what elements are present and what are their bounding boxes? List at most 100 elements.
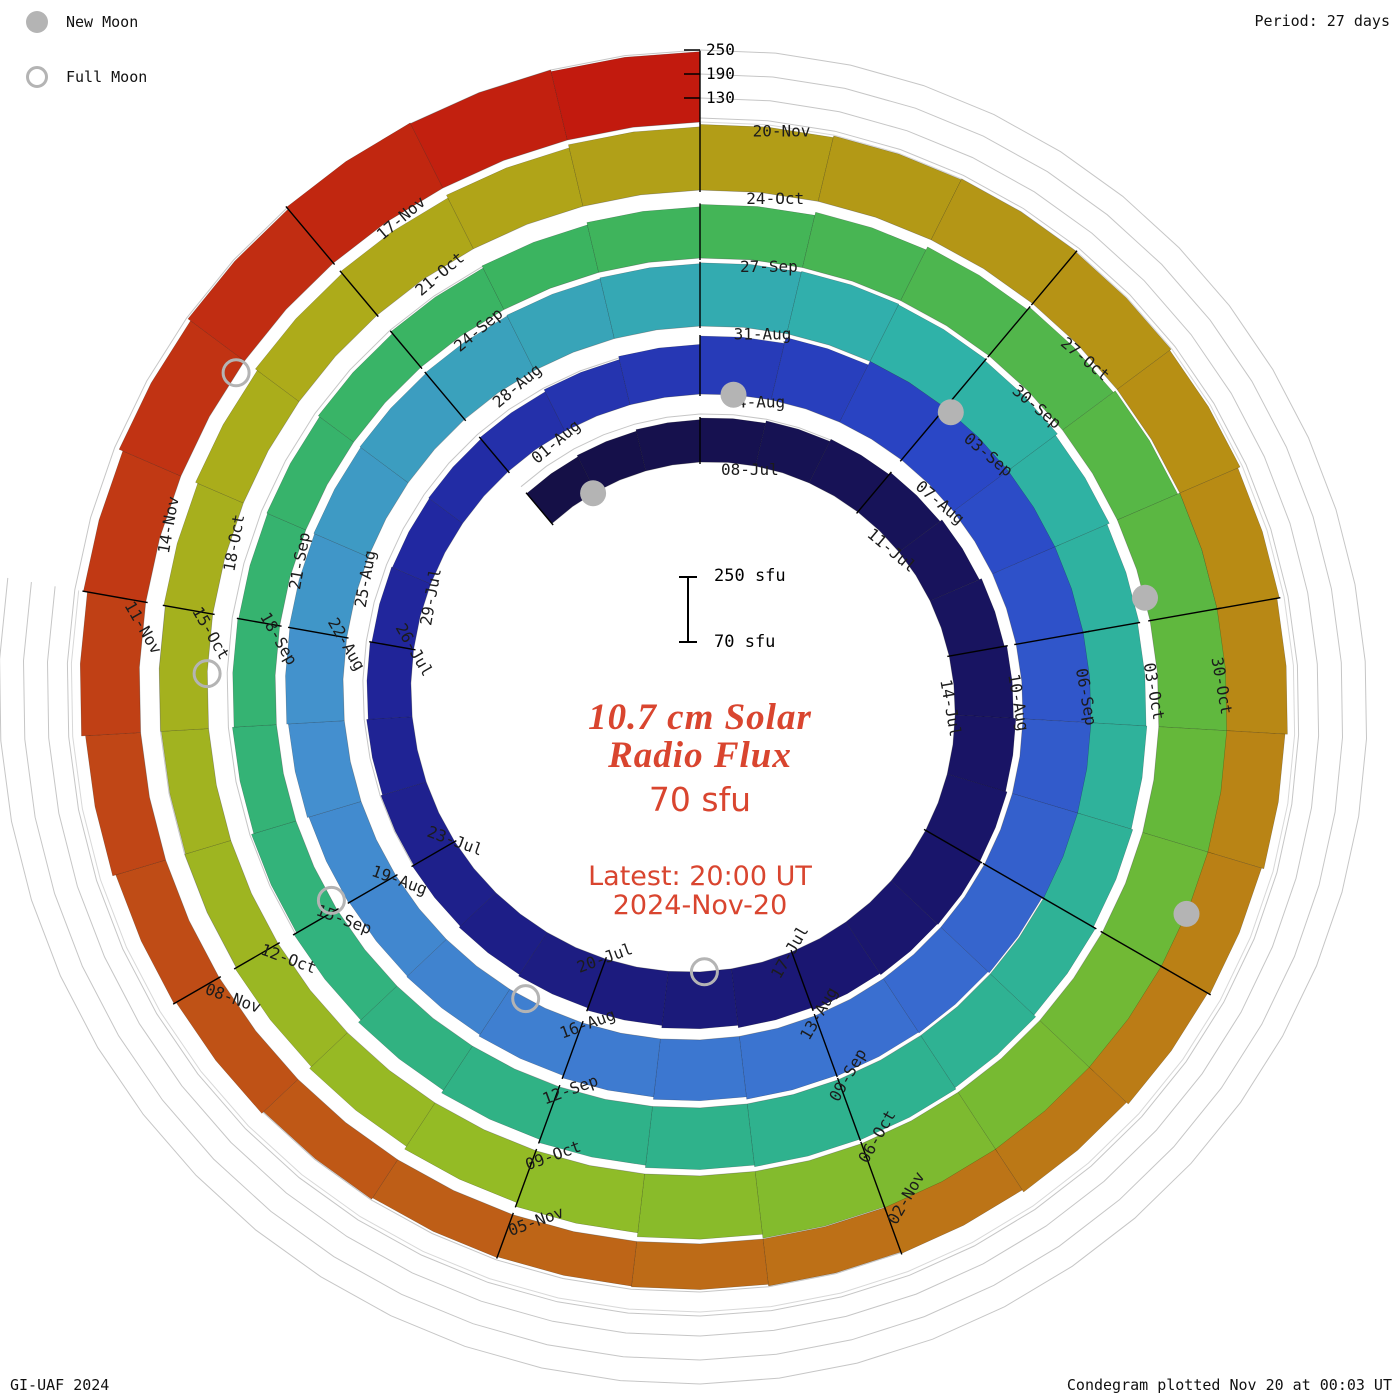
three-day-tick — [496, 1212, 514, 1259]
three-day-tick — [347, 874, 398, 904]
three-day-tick — [525, 492, 554, 526]
flux-day-bar — [635, 419, 701, 472]
current-flux-value: 70 sfu — [648, 780, 752, 819]
three-day-tick — [790, 949, 814, 1012]
three-day-tick — [947, 645, 1008, 658]
flux-day-bar — [920, 973, 1037, 1089]
flux-day-bar — [586, 206, 701, 273]
flux-day-bar — [618, 344, 701, 405]
flux-day-bar — [550, 51, 701, 141]
three-day-tick — [172, 976, 222, 1005]
chart-title-line2: Radio Flux — [608, 735, 792, 776]
three-day-tick — [285, 206, 336, 265]
latest-date: 2024-Nov-20 — [612, 890, 788, 921]
flux-day-bar — [366, 716, 427, 796]
flux-scale-bar — [687, 577, 689, 643]
new-moon-marker — [580, 480, 607, 507]
flux-day-bar — [576, 430, 646, 493]
flux-day-bar — [263, 1079, 398, 1200]
latest-time: Latest: 20:00 UT — [588, 861, 812, 892]
flux-grid-value-label: 250 — [706, 40, 735, 59]
flux-day-bar — [883, 926, 989, 1034]
flux-day-bar — [406, 939, 511, 1036]
credit-label: GI-UAF 2024 — [10, 1376, 110, 1394]
three-day-tick — [411, 840, 457, 868]
three-day-tick — [478, 436, 510, 474]
flux-day-bar — [1116, 349, 1241, 494]
plotted-timestamp-label: Condegram plotted Nov 20 at 00:03 UT — [1066, 1376, 1392, 1394]
three-day-tick — [1041, 896, 1097, 930]
flux-day-bar — [947, 714, 1017, 792]
flux-day-bar — [358, 985, 473, 1091]
date-tick-label: 31-Aug — [734, 325, 792, 344]
date-tick-label: 20-Nov — [753, 121, 811, 140]
flux-day-bar — [786, 271, 900, 362]
flux-scale-tick-bottom — [679, 641, 697, 643]
three-day-tick — [1014, 630, 1090, 646]
flux-scale-max-label: 250 sfu — [714, 566, 786, 586]
three-day-tick — [162, 604, 215, 616]
new-moon-icon — [26, 11, 48, 33]
date-tick-label: 24-Oct — [746, 189, 804, 208]
three-day-tick — [514, 1148, 538, 1208]
latest-reading: Latest: 20:00 UT 2024-Nov-20 — [0, 862, 1400, 920]
new-moon-marker — [720, 381, 747, 408]
flux-day-bar — [1007, 434, 1110, 548]
full-moon-marker — [192, 659, 222, 689]
three-day-tick — [233, 942, 281, 970]
flux-day-bar — [1207, 730, 1286, 870]
three-day-tick — [287, 626, 349, 639]
legend-new-moon-label: New Moon — [66, 13, 139, 31]
three-day-tick — [424, 371, 467, 422]
three-day-tick — [1081, 621, 1141, 634]
three-day-tick — [883, 1205, 903, 1255]
three-day-tick — [923, 828, 983, 864]
flux-grid-value-label: 190 — [706, 64, 735, 83]
new-moon-marker — [1132, 584, 1158, 611]
date-tick-label: 27-Sep — [740, 257, 798, 276]
flux-bars — [79, 51, 1288, 1290]
flux-day-bar — [995, 1066, 1127, 1193]
flux-day-bar — [410, 69, 568, 189]
flux-grid-value-label: 130 — [706, 88, 735, 107]
flux-scale-tick-top — [679, 576, 697, 578]
three-day-tick — [561, 1020, 584, 1080]
three-day-tick — [389, 330, 423, 370]
flux-day-bar — [232, 724, 297, 834]
full-moon-icon — [26, 66, 48, 88]
three-day-tick — [987, 305, 1031, 358]
legend-full-moon-label: Full Moon — [66, 68, 148, 86]
flux-day-bar — [309, 1032, 436, 1147]
new-moon-marker — [1173, 900, 1200, 927]
three-day-tick — [586, 957, 608, 1012]
flux-day-bar — [313, 446, 409, 558]
three-day-tick — [339, 270, 379, 318]
legend-new-moon: New Moon — [26, 10, 147, 34]
three-day-tick — [813, 1013, 838, 1078]
three-day-tick — [860, 1141, 887, 1212]
three-day-tick — [1148, 607, 1222, 622]
three-day-tick — [1159, 964, 1212, 996]
flux-day-bar — [458, 892, 548, 975]
flux-day-bar — [653, 1036, 747, 1102]
three-day-tick — [82, 590, 148, 604]
flux-day-bar — [770, 337, 869, 423]
three-day-tick — [537, 1084, 561, 1144]
flux-day-bar — [845, 880, 938, 976]
legend-full-moon: Full Moon — [26, 65, 147, 89]
three-day-tick — [836, 1077, 862, 1142]
flux-day-bar — [661, 968, 739, 1030]
flux-grid-value-labels: 130 190 250 — [684, 40, 735, 107]
flux-day-bar — [645, 1103, 755, 1170]
period-label: Period: 27 days — [1254, 12, 1390, 30]
flux-day-bar — [195, 370, 300, 504]
three-day-tick — [236, 617, 282, 627]
flux-day-bar — [699, 417, 766, 467]
flux-day-bar — [898, 519, 980, 602]
three-day-tick — [1215, 596, 1281, 610]
full-moon-marker — [221, 358, 251, 388]
three-day-tick — [1100, 930, 1169, 972]
flux-day-bar — [599, 263, 701, 339]
